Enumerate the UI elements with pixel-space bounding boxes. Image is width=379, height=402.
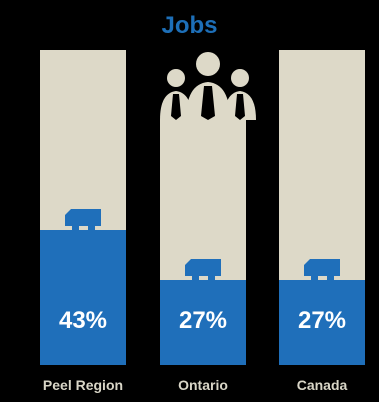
bar-track-peel-region: 43% [40, 50, 126, 365]
truck-icon [63, 206, 103, 232]
category-label-peel-region: Peel Region [42, 377, 124, 393]
truck-icon [302, 256, 342, 282]
bar-value-label-canada: 27% [297, 307, 347, 334]
bar-canada [279, 280, 365, 365]
category-label-ontario: Ontario [178, 377, 228, 393]
category-label-canada: Canada [296, 377, 348, 393]
chart-title: Jobs [161, 12, 218, 39]
bar-peel-region [40, 230, 126, 365]
bar-ontario [160, 280, 246, 365]
bar-track-canada: 27% [279, 50, 365, 365]
bar-value-label-ontario: 27% [178, 307, 228, 334]
people-icon [160, 48, 256, 120]
truck-icon [183, 256, 223, 282]
bar-value-label-peel-region: 43% [58, 307, 108, 334]
